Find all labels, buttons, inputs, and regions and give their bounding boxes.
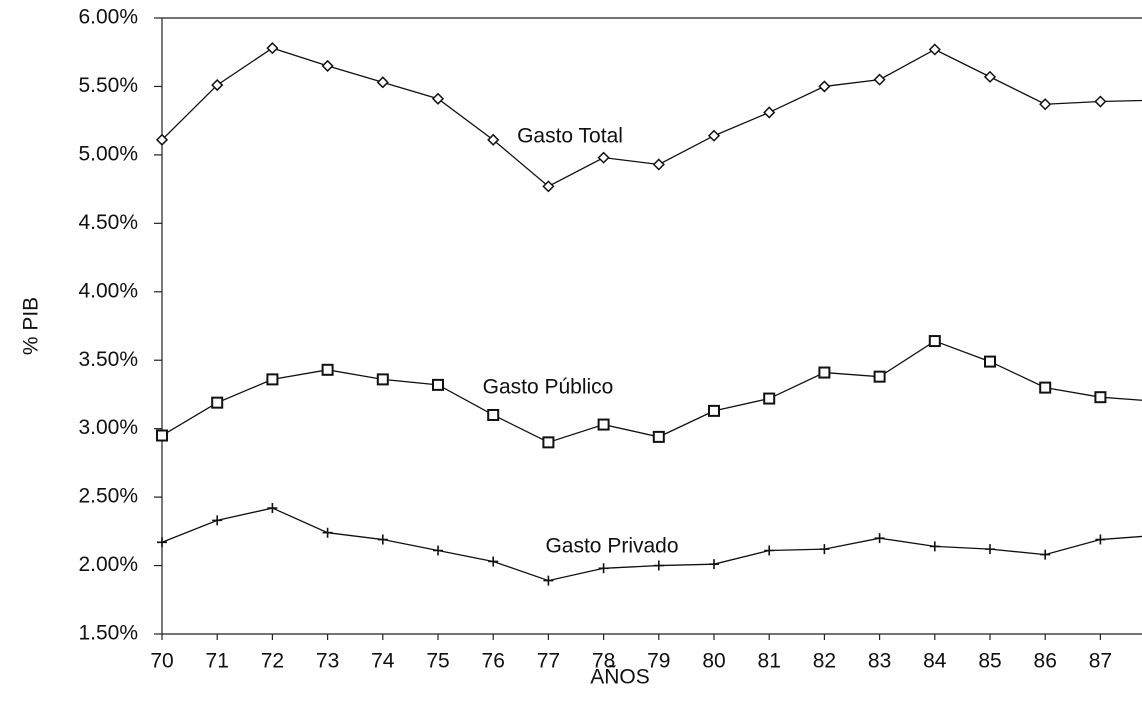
x-tick-label: 80 — [702, 650, 725, 673]
marker — [819, 544, 830, 555]
marker — [542, 436, 555, 449]
y-tick-label: 3.00% — [78, 416, 138, 439]
marker — [377, 534, 388, 545]
marker — [818, 80, 831, 93]
marker — [1095, 534, 1106, 545]
y-tick-label: 3.50% — [78, 348, 138, 371]
x-tick-label: 76 — [482, 650, 505, 673]
marker — [928, 335, 941, 348]
marker — [928, 43, 941, 56]
marker — [652, 158, 665, 171]
x-tick-label: 82 — [813, 650, 836, 673]
marker — [873, 370, 886, 383]
marker — [157, 537, 167, 548]
x-tick-label: 77 — [537, 650, 560, 673]
marker — [155, 133, 169, 146]
marker — [542, 180, 555, 193]
x-tick-label: 74 — [371, 650, 395, 673]
x-tick-label: 73 — [316, 650, 339, 673]
x-axis-label: AÑOS — [590, 665, 650, 689]
x-tick-label: 71 — [206, 650, 229, 673]
marker — [707, 129, 721, 142]
marker — [376, 76, 389, 89]
x-tick-label: 86 — [1034, 650, 1057, 673]
x-tick-label: 84 — [923, 650, 947, 673]
marker — [1094, 95, 1107, 108]
x-tick-label: 70 — [150, 650, 173, 673]
marker — [929, 541, 940, 552]
marker — [487, 133, 500, 146]
marker — [709, 559, 719, 570]
marker — [818, 366, 831, 379]
x-tick-label: 75 — [426, 650, 449, 673]
marker — [156, 429, 168, 442]
y-tick-label: 2.50% — [78, 485, 138, 508]
marker — [764, 545, 775, 556]
marker — [652, 430, 665, 443]
marker — [1039, 98, 1052, 111]
marker — [211, 396, 224, 409]
marker — [487, 408, 500, 421]
x-tick-label: 85 — [978, 650, 1001, 673]
x-tick-label: 83 — [868, 650, 891, 673]
x-tick-label: 78 — [592, 650, 615, 673]
marker — [984, 355, 996, 368]
marker — [763, 106, 776, 119]
marker — [322, 527, 333, 538]
marker — [211, 79, 224, 92]
marker — [543, 575, 554, 586]
y-tick-label: 2.00% — [78, 553, 138, 576]
marker — [983, 70, 997, 83]
marker — [321, 59, 334, 72]
marker — [432, 378, 444, 391]
y-tick-label: 5.00% — [78, 142, 138, 165]
y-tick-label: 1.50% — [78, 622, 138, 645]
y-tick-label: 5.50% — [78, 74, 138, 97]
marker — [1040, 549, 1051, 560]
marker — [873, 73, 886, 86]
y-tick-label: 4.00% — [78, 279, 138, 302]
marker — [488, 556, 499, 567]
marker — [653, 560, 664, 571]
marker — [431, 92, 445, 105]
x-tick-label: 81 — [758, 650, 781, 673]
y-tick-label: 6.00% — [78, 6, 138, 29]
y-axis-label: % PIB — [20, 297, 43, 355]
marker — [267, 503, 278, 514]
marker — [874, 533, 885, 544]
marker — [597, 151, 610, 164]
marker — [597, 418, 610, 431]
marker — [598, 563, 609, 574]
marker — [1039, 381, 1052, 394]
marker — [708, 404, 720, 417]
x-tick-label: 87 — [1089, 650, 1112, 673]
series-label: Gasto Total — [517, 125, 623, 148]
marker — [985, 544, 995, 555]
marker — [266, 42, 279, 55]
marker — [321, 363, 334, 376]
marker — [763, 392, 776, 405]
x-tick-label: 79 — [647, 650, 670, 673]
y-tick-label: 4.50% — [78, 211, 138, 234]
marker — [266, 373, 279, 386]
series-label: Gasto Privado — [545, 535, 678, 558]
series-line — [161, 47, 1142, 188]
marker — [433, 545, 443, 556]
x-tick-label: 72 — [261, 650, 284, 673]
marker — [212, 515, 223, 526]
marker — [376, 373, 389, 386]
marker — [1094, 391, 1107, 404]
series-label: Gasto Público — [483, 376, 614, 399]
